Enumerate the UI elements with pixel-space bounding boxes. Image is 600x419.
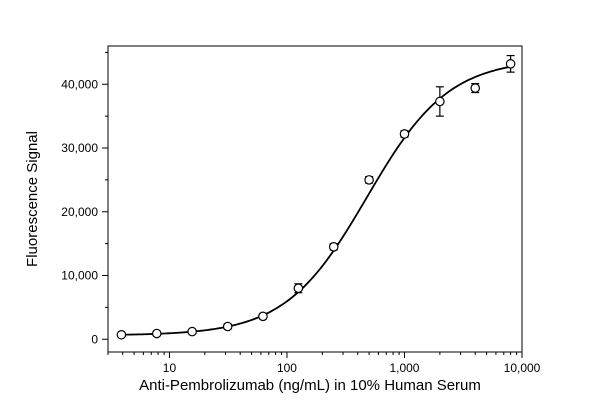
data-point bbox=[364, 175, 374, 185]
data-point bbox=[222, 321, 233, 332]
data-marker bbox=[116, 329, 127, 340]
data-point bbox=[328, 242, 339, 252]
data-point bbox=[470, 83, 481, 94]
data-marker bbox=[505, 59, 516, 69]
data-point bbox=[435, 86, 445, 117]
x-tick-label: 10 bbox=[163, 361, 177, 375]
data-marker bbox=[222, 321, 233, 332]
y-tick-label: 0 bbox=[91, 332, 98, 346]
data-marker bbox=[151, 328, 162, 339]
x-tick-label: 1,000 bbox=[389, 361, 419, 375]
plot-area-frame bbox=[107, 45, 523, 353]
fit-curve bbox=[121, 65, 514, 336]
y-axis-title: Fluorescence Signal bbox=[24, 131, 41, 267]
x-axis-ticks: 10 100 1,000 10,000 bbox=[107, 352, 541, 375]
data-marker bbox=[187, 326, 197, 337]
y-axis-ticks: 0 10,000 20,000 30,000 40,000 bbox=[61, 51, 108, 346]
y-tick-label: 30,000 bbox=[61, 141, 98, 155]
data-points bbox=[116, 54, 516, 340]
data-marker bbox=[293, 283, 304, 294]
data-marker bbox=[435, 96, 445, 107]
data-marker bbox=[399, 129, 410, 139]
y-tick-label: 40,000 bbox=[61, 77, 98, 91]
data-point bbox=[187, 326, 197, 337]
data-point bbox=[399, 129, 410, 139]
data-marker bbox=[258, 311, 268, 322]
data-point bbox=[293, 283, 304, 294]
data-point bbox=[505, 54, 516, 73]
data-point bbox=[151, 328, 162, 339]
data-marker bbox=[470, 83, 481, 93]
y-tick-label: 20,000 bbox=[61, 205, 98, 219]
data-marker bbox=[328, 242, 339, 252]
data-point bbox=[116, 329, 127, 340]
y-tick-label: 10,000 bbox=[61, 269, 98, 283]
data-point bbox=[258, 311, 268, 322]
data-marker bbox=[364, 175, 374, 185]
x-tick-label: 100 bbox=[277, 361, 297, 375]
x-tick-label: 10,000 bbox=[504, 361, 541, 375]
x-axis-title: Anti-Pembrolizumab (ng/mL) in 10% Human … bbox=[139, 377, 481, 394]
